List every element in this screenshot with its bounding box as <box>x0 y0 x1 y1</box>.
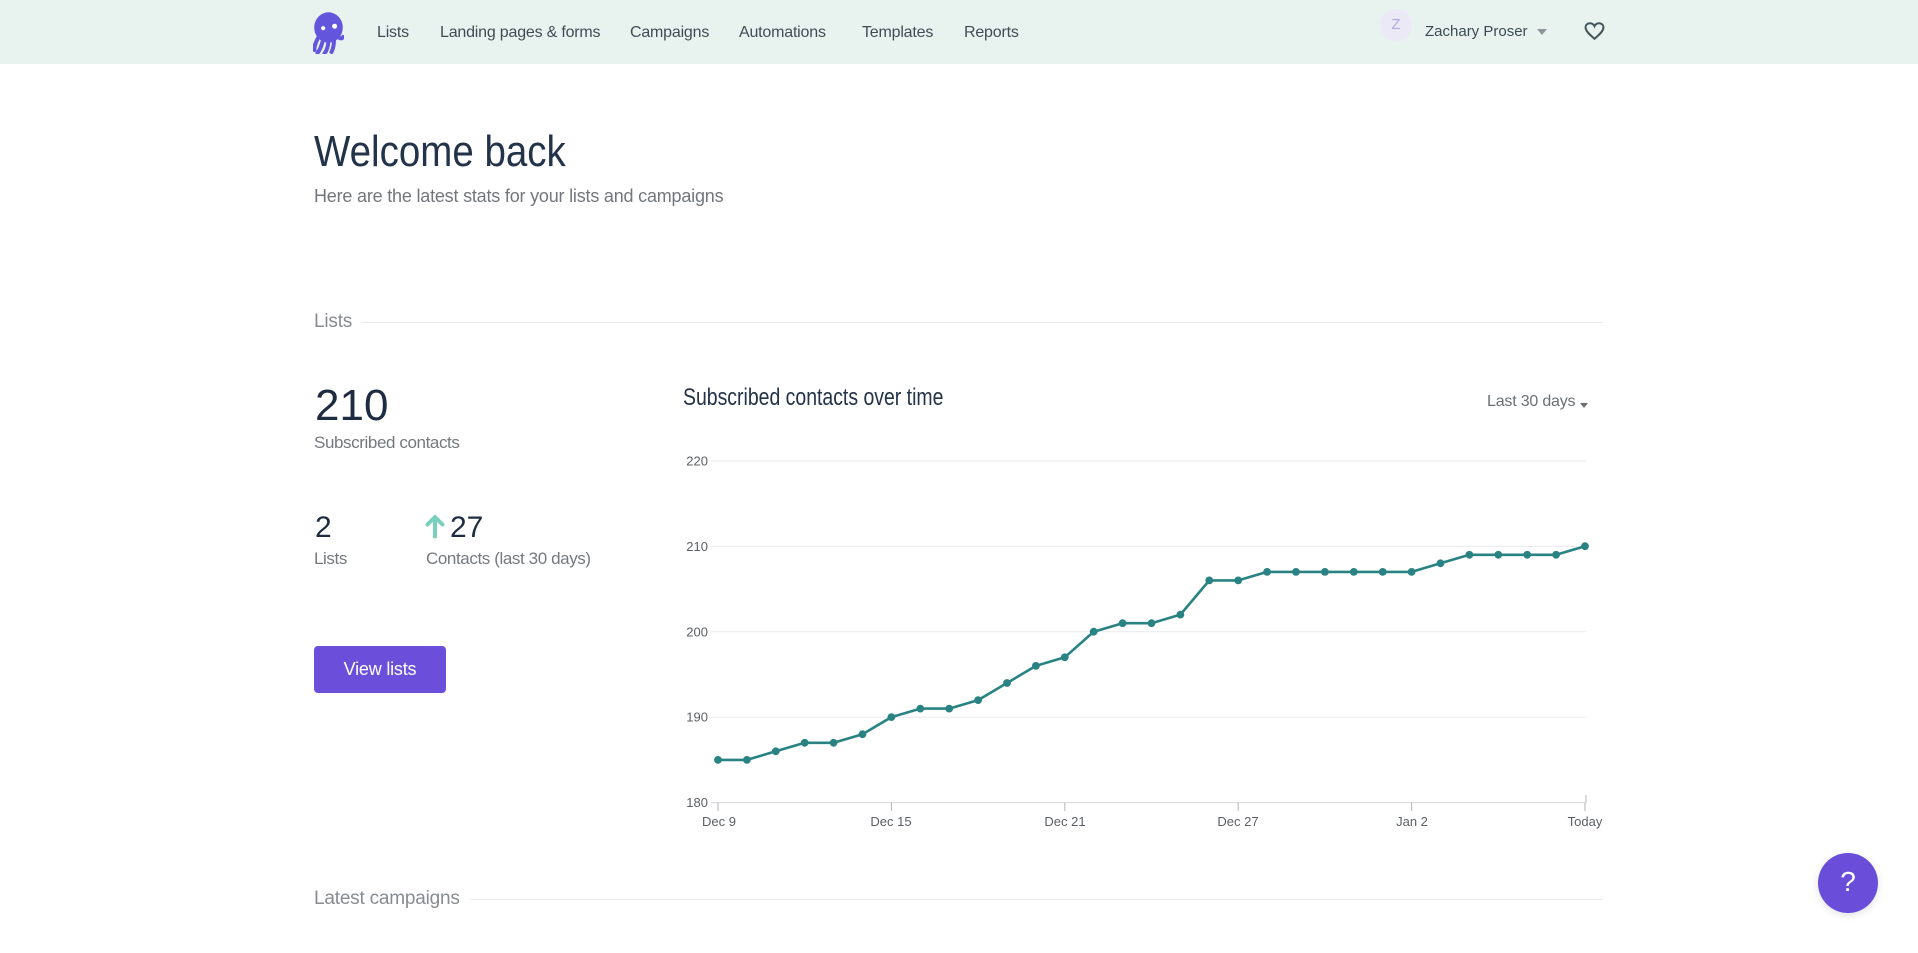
svg-text:Jan 2: Jan 2 <box>1396 814 1428 829</box>
svg-text:Dec 27: Dec 27 <box>1217 814 1258 829</box>
svg-text:Dec 21: Dec 21 <box>1044 814 1085 829</box>
svg-text:Today: Today <box>1568 814 1603 829</box>
svg-text:190: 190 <box>686 710 708 725</box>
svg-text:180: 180 <box>686 795 708 810</box>
svg-text:Dec 15: Dec 15 <box>870 814 911 829</box>
svg-text:200: 200 <box>686 624 708 639</box>
svg-text:210: 210 <box>686 539 708 554</box>
svg-text:Dec 9: Dec 9 <box>702 814 736 829</box>
svg-text:220: 220 <box>686 454 708 469</box>
